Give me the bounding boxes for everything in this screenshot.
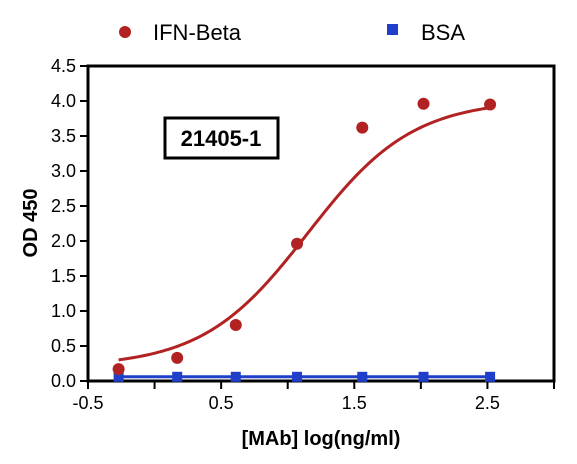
legend-marker-bsa xyxy=(387,24,398,35)
bsa-point xyxy=(418,371,429,382)
y-tick-label: 1.0 xyxy=(51,301,76,321)
bsa-point xyxy=(485,371,496,382)
legend-marker-ifn-beta xyxy=(119,26,131,38)
y-tick-label: 0.5 xyxy=(51,336,76,356)
annotation-box: 21405-1 xyxy=(163,116,280,160)
annotation-label: 21405-1 xyxy=(181,126,262,151)
bsa-point xyxy=(230,371,241,382)
bsa-point xyxy=(292,371,303,382)
legend-label-ifn-beta: IFN-Beta xyxy=(153,20,242,45)
bsa-point xyxy=(113,371,124,382)
x-tick-label: 2.5 xyxy=(475,393,500,413)
legend: IFN-Beta BSA xyxy=(119,20,465,45)
x-tick-label: 0.5 xyxy=(209,393,234,413)
y-tick-label: 4.5 xyxy=(51,56,76,76)
ifn-beta-point xyxy=(171,351,184,364)
y-tick-label: 2.5 xyxy=(51,196,76,216)
y-tick-label: 2.0 xyxy=(51,231,76,251)
bsa-point xyxy=(357,371,368,382)
x-tick-label: 1.5 xyxy=(342,393,367,413)
ifn-beta-point xyxy=(417,97,430,110)
y-tick-label: 1.5 xyxy=(51,266,76,286)
x-tick-label: -0.5 xyxy=(72,393,103,413)
x-axis: -0.5 0.5 1.5 2.5 xyxy=(72,381,555,413)
ifn-beta-point xyxy=(356,121,369,134)
y-tick-label: 4.0 xyxy=(51,91,76,111)
legend-label-bsa: BSA xyxy=(421,20,465,45)
y-tick-label: 0.0 xyxy=(51,371,76,391)
bsa-point xyxy=(172,371,183,382)
ifn-beta-fit-curve xyxy=(118,106,491,362)
ifn-beta-point xyxy=(291,237,304,250)
ifn-beta-point xyxy=(229,319,242,331)
y-tick-label: 3.5 xyxy=(51,126,76,146)
y-tick-label: 3.0 xyxy=(51,161,76,181)
x-axis-label: [MAb] log(ng/ml) xyxy=(242,428,401,450)
ifn-beta-point xyxy=(112,363,125,376)
series-layer xyxy=(112,97,497,382)
plot-area-frame xyxy=(86,64,556,383)
y-axis-label: OD 450 xyxy=(20,189,42,258)
y-axis: 0.0 0.5 1.0 1.5 2.0 2.5 3.0 3.5 4.0 4.5 xyxy=(51,56,88,391)
ifn-beta-point xyxy=(484,98,497,111)
